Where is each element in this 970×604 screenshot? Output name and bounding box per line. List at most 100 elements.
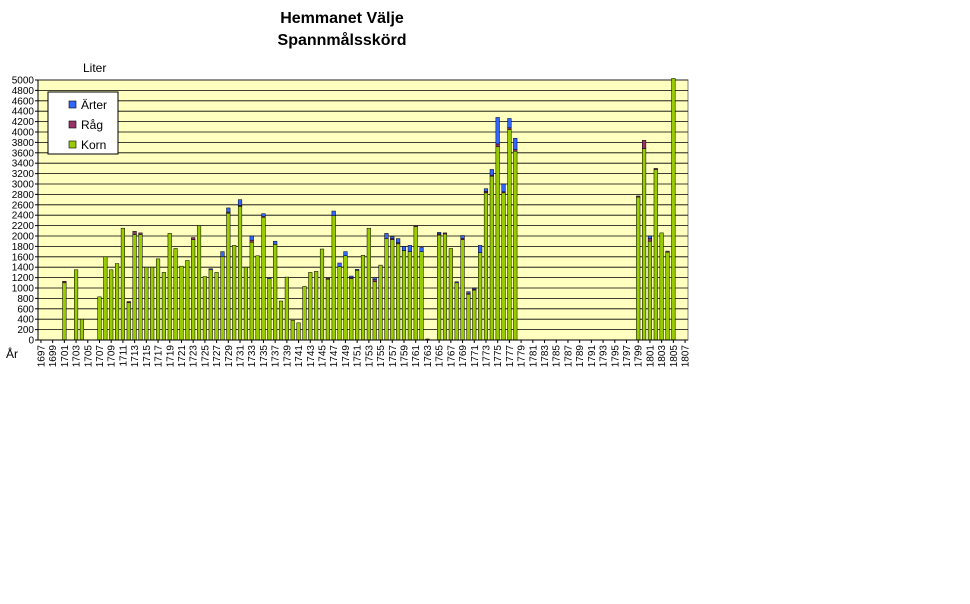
y-tick-label: 5000 (12, 76, 35, 87)
bar-korn-1753 (366, 227, 371, 341)
bar-korn-1778 (513, 150, 518, 341)
x-axis-label: År (6, 346, 18, 361)
bar-korn-1760 (407, 251, 412, 341)
bar-korn-1748 (337, 266, 342, 341)
bar-korn-1719 (167, 233, 172, 341)
bar-korn-1740 (290, 319, 295, 341)
x-tick-label: 1755 (376, 345, 387, 368)
legend-label: Råg (81, 118, 103, 132)
bar-korn-1710 (114, 263, 120, 341)
bar-ärter-1747 (331, 210, 336, 216)
bar-ärter-1801 (647, 235, 653, 239)
bar-korn-1707 (97, 296, 102, 341)
bar-korn-1739 (284, 276, 289, 341)
bar-korn-1743 (308, 272, 313, 341)
bar-korn-1709 (109, 269, 114, 341)
x-tick-label: 1783 (540, 345, 551, 368)
bar-korn-1777 (507, 129, 512, 341)
bar-korn-1775 (495, 146, 500, 341)
x-tick-label: 1781 (528, 345, 539, 368)
x-tick-label: 1701 (60, 345, 71, 368)
bar-korn-1737 (273, 244, 278, 341)
y-tick-label: 2200 (12, 221, 35, 232)
x-tick-label: 1793 (599, 345, 610, 368)
y-tick-label: 4800 (12, 86, 35, 97)
y-tick-label: 600 (17, 304, 34, 315)
bar-korn-1750 (349, 278, 354, 341)
x-tick-label: 1733 (247, 345, 258, 368)
bar-ärter-1750 (349, 275, 354, 278)
bar-ärter-1731 (237, 199, 243, 206)
bar-korn-1757 (390, 239, 395, 341)
x-tick-label: 1699 (48, 345, 59, 368)
bar-ärter-1737 (273, 240, 278, 245)
y-tick-label: 2800 (12, 190, 35, 201)
bar-ärter-1762 (419, 247, 424, 252)
bar-korn-1742 (302, 286, 307, 341)
x-tick-label: 1697 (36, 345, 47, 368)
bar-korn-1799 (636, 196, 641, 341)
x-tick-label: 1747 (329, 345, 340, 368)
bar-korn-1773 (483, 192, 489, 341)
bar-korn-1736 (267, 278, 272, 341)
bar-ärter-1729 (226, 207, 231, 213)
legend-label: Korn (81, 138, 106, 152)
bar-råg-1804 (665, 250, 670, 253)
bar-råg-1754 (372, 279, 377, 283)
bar-råg-1761 (413, 225, 418, 227)
legend: Ärter Råg Korn (47, 91, 119, 155)
x-tick-label: 1749 (341, 345, 352, 368)
bar-korn-1731 (237, 206, 243, 341)
bar-råg-1746 (325, 277, 330, 280)
x-tick-label: 1807 (681, 345, 692, 368)
bar-korn-1758 (396, 243, 401, 341)
bar-korn-1725 (202, 276, 207, 341)
x-tick-label: 1795 (610, 345, 621, 368)
bar-korn-1765 (437, 234, 442, 341)
bar-korn-1716 (150, 266, 155, 341)
bar-råg-1799 (636, 195, 641, 198)
bar-råg-1802 (653, 168, 658, 170)
bar-ärter-1772 (478, 245, 483, 253)
bar-råg-1712 (126, 301, 131, 303)
bar-ärter-1777 (507, 118, 512, 129)
bar-råg-1723 (191, 237, 196, 240)
x-tick-label: 1751 (353, 345, 364, 368)
bar-korn-1776 (501, 192, 506, 341)
x-tick-label: 1743 (306, 345, 317, 368)
bar-korn-1804 (665, 251, 670, 341)
y-tick-label: 4200 (12, 117, 35, 128)
chart-title: Hemmanet Välje (280, 10, 404, 27)
bar-korn-1801 (647, 240, 653, 341)
x-tick-label: 1731 (236, 345, 247, 368)
bar-korn-1718 (161, 272, 166, 341)
bar-ärter-1771 (472, 287, 477, 290)
x-tick-label: 1769 (458, 345, 469, 368)
bar-ärter-1733 (249, 235, 254, 241)
bar-korn-1703 (73, 269, 79, 341)
bar-ärter-1775 (495, 117, 500, 145)
y-tick-label: 3600 (12, 148, 35, 159)
bar-korn-1715 (144, 266, 149, 341)
bar-korn-1713 (132, 234, 137, 341)
bar-korn-1802 (653, 169, 658, 341)
x-tick-label: 1803 (657, 345, 668, 368)
bar-korn-1728 (220, 256, 225, 341)
x-tick-label: 1707 (95, 345, 106, 368)
legend-swatch (68, 120, 77, 129)
bar-korn-1800 (642, 148, 647, 341)
x-tick-label: 1709 (107, 345, 118, 368)
x-tick-label: 1715 (142, 345, 153, 368)
legend-box (47, 91, 119, 155)
x-tick-label: 1723 (189, 345, 200, 368)
x-tick-label: 1805 (669, 345, 680, 368)
bar-korn-1774 (489, 175, 494, 341)
bar-korn-1724 (196, 225, 202, 341)
y-tick-label: 4000 (12, 128, 35, 139)
y-tick-label: 2600 (12, 200, 35, 211)
bar-ärter-1770 (466, 291, 471, 294)
bar-korn-1759 (401, 250, 407, 341)
bar-korn-1721 (179, 265, 184, 341)
y-axis-label: Liter (83, 61, 106, 75)
x-tick-label: 1791 (587, 345, 598, 368)
